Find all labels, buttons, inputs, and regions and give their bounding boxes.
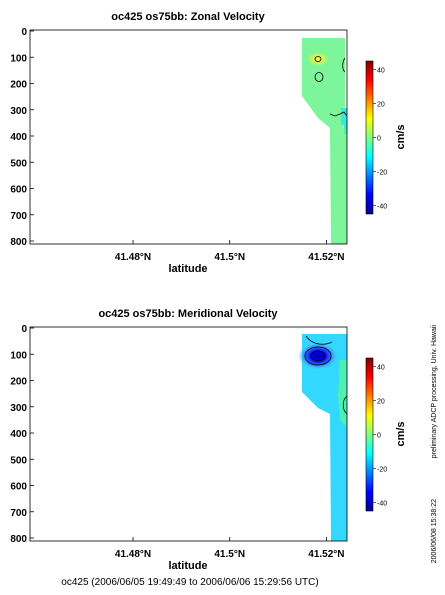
y-tick-label: 0: [21, 324, 27, 335]
chart-title: oc425 os75bb: Zonal Velocity: [111, 11, 265, 23]
y-tick-label: 0: [21, 27, 27, 38]
chart-meridional: oc425 os75bb: Meridional Velocity 0 100 20…: [10, 308, 407, 572]
velocity-field: [302, 38, 347, 244]
y-tick-label: 500: [10, 158, 27, 169]
y-tick-label: 300: [10, 106, 27, 117]
contour-line: [342, 395, 347, 415]
contour-line: [314, 72, 324, 82]
y-tick-label: 100: [10, 350, 27, 361]
y-tick-label: 800: [10, 534, 27, 545]
processing-note: preliminary ADCP processing, Univ. Hawai…: [431, 325, 438, 459]
colorbar-ramp: [365, 60, 374, 215]
y-tick-label: 700: [10, 211, 27, 222]
velocity-max: [306, 51, 330, 67]
colorbar-tick-label: 20: [377, 102, 385, 109]
chart-title: oc425 os75bb: Meridional Velocity: [98, 308, 278, 320]
contour-line: [329, 111, 347, 117]
y-tick-label: 400: [10, 429, 27, 440]
y-tick-label: 300: [10, 403, 27, 414]
y-tick-label: 600: [10, 185, 27, 196]
y-tick-label: 100: [10, 53, 27, 64]
y-tick-label: 200: [10, 80, 27, 91]
velocity-min: [298, 342, 338, 370]
x-axis-label: latitude: [168, 263, 207, 275]
contour-fill: [302, 38, 347, 244]
x-tick-label: 41.5°N: [214, 549, 245, 560]
colorbar-label: cm/s: [395, 421, 407, 446]
plot-frame: [29, 326, 348, 542]
y-tick-label: 500: [10, 455, 27, 466]
y-tick-label: 400: [10, 132, 27, 143]
colorbar-tick-label: 0: [377, 433, 381, 440]
contour-line: [304, 346, 332, 366]
colorbar-tick-label: 20: [377, 399, 385, 406]
y-tick-label: 700: [10, 508, 27, 519]
contour-lines: [304, 335, 347, 415]
cruise-time-caption: oc425 (2006/06/05 19:49:49 to 2006/06/06…: [61, 577, 318, 588]
contour-line: [314, 56, 322, 62]
x-axis: 41.48°N 41.5°N 41.52°N: [115, 240, 345, 263]
colorbar-tick-label: 0: [377, 136, 381, 143]
x-tick-label: 41.48°N: [115, 252, 151, 263]
contour-lines: [314, 56, 347, 117]
colorbar-tick-label: -40: [377, 501, 387, 508]
y-axis: 0 100 200 300 400 500 600 700 800: [10, 27, 34, 248]
x-axis: 41.48°N 41.5°N 41.52°N: [115, 537, 345, 560]
colorbar-tick-label: 40: [377, 365, 385, 372]
contour-line: [305, 335, 333, 345]
colorbar-tick-label: -20: [377, 467, 387, 474]
chart-zonal: oc425 os75bb: Zonal Velocity 01002003004…: [10, 11, 407, 275]
colorbar: 40 20 0 -20 -40 cm/s: [365, 357, 407, 512]
colorbar-tick-label: 40: [377, 68, 385, 75]
y-axis: 0 100 200 300 400 500 600 700 800: [10, 324, 34, 545]
colorbar-ramp: [365, 357, 374, 512]
plot-frame: [29, 29, 348, 245]
colorbar-tick-label: -20: [377, 170, 387, 177]
contour-fill: [298, 334, 347, 541]
y-tick-label: 600: [10, 482, 27, 493]
x-tick-label: 41.52°N: [308, 549, 344, 560]
timestamp: 2006/06/08 15:38:22: [431, 499, 438, 563]
colorbar-tick-label: -40: [377, 204, 387, 211]
x-tick-label: 41.52°N: [308, 252, 344, 263]
contour-line: [310, 350, 326, 362]
contour-line: [342, 57, 346, 73]
colorbar-label: cm/s: [395, 124, 407, 149]
y-tick-label: 200: [10, 377, 27, 388]
x-axis-label: latitude: [168, 560, 207, 572]
velocity-field: [302, 334, 347, 541]
x-tick-label: 41.5°N: [214, 252, 245, 263]
y-tick-label: 800: [10, 237, 27, 248]
x-tick-label: 41.48°N: [115, 549, 151, 560]
colorbar: 40 20 0 -20 -40 cm/s: [365, 60, 407, 215]
